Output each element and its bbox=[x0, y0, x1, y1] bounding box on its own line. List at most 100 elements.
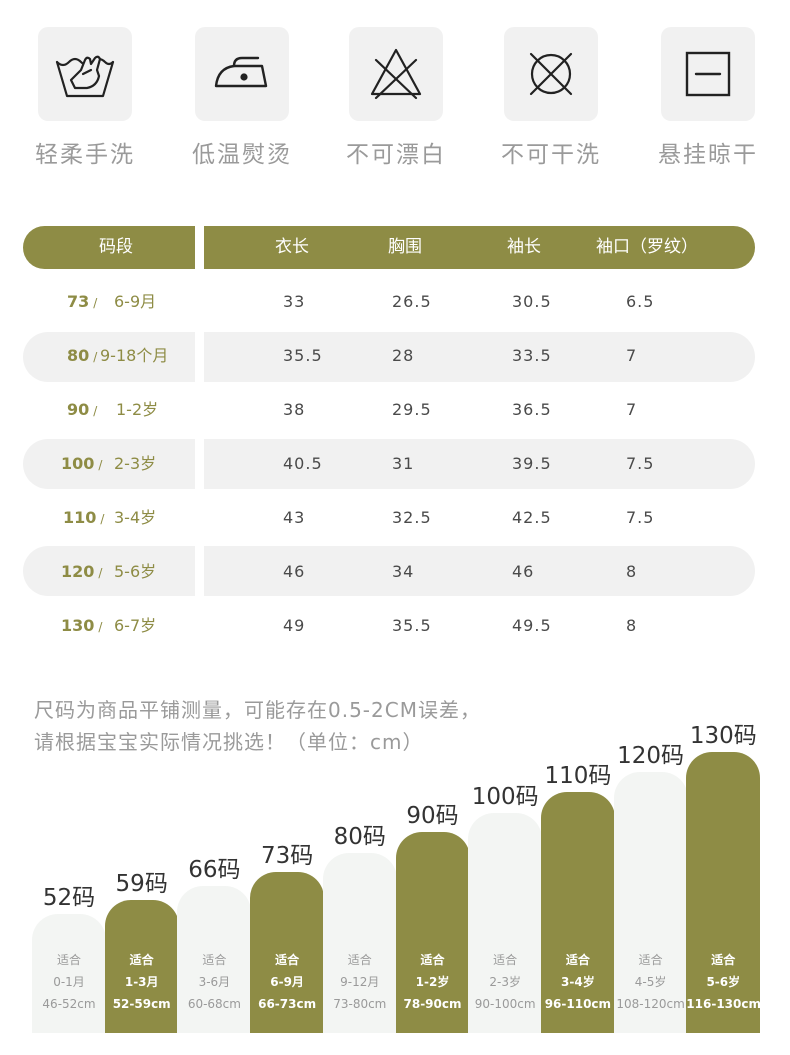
row-age: 5-6岁 bbox=[114, 562, 157, 581]
row-sleeve: 39.5 bbox=[512, 454, 552, 473]
chart-fit-label: 适合 bbox=[638, 953, 663, 967]
chart-fit-label: 适合 bbox=[129, 953, 154, 967]
chart-bar-100码 bbox=[468, 813, 543, 1033]
row-sleeve: 49.5 bbox=[512, 616, 552, 635]
row-length: 49 bbox=[283, 616, 306, 635]
row-cuff: 8 bbox=[626, 562, 638, 581]
no-bleach-icon bbox=[349, 27, 443, 121]
row-sleeve: 33.5 bbox=[512, 346, 552, 365]
chart-height-label: 96-110cm bbox=[544, 997, 612, 1011]
care-label: 不可干洗 bbox=[501, 142, 601, 168]
table-header-size: 码段 bbox=[23, 226, 195, 269]
row-bg bbox=[23, 439, 195, 489]
chart-bar-110码 bbox=[540, 792, 615, 1033]
row-size: 120/ bbox=[61, 562, 103, 581]
chart-height-label: 73-80cm bbox=[333, 997, 387, 1011]
row-chest: 32.5 bbox=[392, 508, 432, 527]
chart-bar-80码 bbox=[322, 853, 397, 1033]
header-cuff: 袖口（罗纹） bbox=[596, 237, 698, 257]
row-size: 110/ bbox=[63, 508, 105, 527]
row-size: 73/ bbox=[67, 292, 98, 311]
chart-height-label: 116-130cm bbox=[686, 997, 761, 1011]
chart-height-label: 46-52cm bbox=[42, 997, 96, 1011]
row-age: 1-2岁 bbox=[116, 400, 159, 419]
chart-age-label: 3-6月 bbox=[198, 975, 231, 989]
chart-age-label: 1-2岁 bbox=[415, 975, 450, 989]
row-cuff: 6.5 bbox=[626, 292, 655, 311]
row-sleeve: 42.5 bbox=[512, 508, 552, 527]
header-length: 衣长 bbox=[275, 237, 309, 257]
row-size: 100/ bbox=[61, 454, 103, 473]
row-chest: 29.5 bbox=[392, 400, 432, 419]
care-item-no-dry-clean: 不可干洗 bbox=[501, 27, 599, 168]
chart-fit-label: 适合 bbox=[711, 953, 736, 967]
row-length: 38 bbox=[283, 400, 306, 419]
measurement-note-line2: 请根据宝宝实际情况挑选！（单位：cm） bbox=[34, 730, 424, 754]
row-bg bbox=[23, 332, 195, 382]
row-sleeve: 30.5 bbox=[512, 292, 552, 311]
row-age: 3-4岁 bbox=[114, 508, 157, 527]
row-sleeve: 36.5 bbox=[512, 400, 552, 419]
chart-bar-label: 120码 bbox=[617, 743, 685, 769]
row-age: 9-18个月 bbox=[100, 346, 169, 365]
chart-fit-label: 适合 bbox=[56, 953, 81, 967]
chart-height-label: 52-59cm bbox=[112, 997, 171, 1011]
care-label: 低温熨烫 bbox=[192, 142, 292, 168]
chart-fit-label: 适合 bbox=[420, 953, 445, 967]
row-size: 90/ bbox=[67, 400, 98, 419]
table-header-measures: 衣长 胸围 袖长 袖口（罗纹） bbox=[204, 226, 755, 269]
row-cuff: 7.5 bbox=[626, 508, 655, 527]
row-sleeve: 46 bbox=[512, 562, 535, 581]
row-age: 6-7岁 bbox=[114, 616, 157, 635]
chart-bar-label: 66码 bbox=[188, 857, 241, 883]
care-item-hang-dry: 悬挂晾干 bbox=[658, 27, 756, 168]
header-sleeve: 袖长 bbox=[507, 237, 541, 257]
row-length: 40.5 bbox=[283, 454, 323, 473]
measurement-note-line1: 尺码为商品平铺测量，可能存在0.5-2CM误差， bbox=[34, 698, 481, 722]
care-label: 不可漂白 bbox=[346, 142, 446, 168]
chart-age-label: 4-5岁 bbox=[634, 975, 667, 989]
row-chest: 31 bbox=[392, 454, 415, 473]
row-bg bbox=[204, 546, 755, 596]
row-cuff: 7 bbox=[626, 346, 638, 365]
row-chest: 28 bbox=[392, 346, 415, 365]
chart-bar-130码 bbox=[686, 752, 761, 1033]
chart-fit-label: 适合 bbox=[275, 953, 300, 967]
row-bg bbox=[23, 546, 195, 596]
chart-bar-label: 73码 bbox=[260, 843, 314, 869]
chart-height-label: 60-68cm bbox=[187, 997, 241, 1011]
row-chest: 34 bbox=[392, 562, 415, 581]
row-length: 33 bbox=[283, 292, 306, 311]
chart-bar-59码 bbox=[104, 900, 179, 1033]
row-chest: 26.5 bbox=[392, 292, 432, 311]
chart-bar-label: 80码 bbox=[333, 824, 386, 850]
row-chest: 35.5 bbox=[392, 616, 432, 635]
chart-age-label: 2-3岁 bbox=[489, 975, 521, 989]
row-bg bbox=[204, 439, 755, 489]
chart-bar-label: 130码 bbox=[689, 723, 757, 749]
chart-bar-66码 bbox=[177, 886, 252, 1033]
chart-age-label: 6-9月 bbox=[270, 975, 304, 989]
chart-bar-label: 59码 bbox=[115, 871, 168, 897]
row-length: 46 bbox=[283, 562, 306, 581]
row-bg bbox=[204, 332, 755, 382]
row-cuff: 8 bbox=[626, 616, 638, 635]
chart-age-label: 5-6岁 bbox=[706, 975, 741, 989]
low-iron-icon bbox=[195, 27, 289, 121]
chart-bar-label: 100码 bbox=[471, 784, 539, 810]
row-size: 130/ bbox=[61, 616, 103, 635]
chart-fit-label: 适合 bbox=[493, 953, 518, 967]
chart-height-label: 66-73cm bbox=[258, 997, 317, 1011]
row-size: 80/ bbox=[67, 346, 98, 365]
row-cuff: 7.5 bbox=[626, 454, 655, 473]
chart-height-label: 90-100cm bbox=[474, 997, 536, 1011]
care-item-hand-wash: 轻柔手洗 bbox=[35, 27, 133, 168]
chart-fit-label: 适合 bbox=[347, 953, 372, 967]
chart-height-label: 108-120cm bbox=[616, 997, 685, 1011]
chart-bar-label: 52码 bbox=[42, 885, 96, 911]
chart-age-label: 1-3月 bbox=[124, 975, 159, 989]
chart-height-label: 78-90cm bbox=[403, 997, 462, 1011]
chart-bar-label: 90码 bbox=[406, 803, 459, 829]
row-age: 6-9月 bbox=[114, 292, 157, 311]
chart-age-label: 0-1月 bbox=[53, 975, 85, 989]
